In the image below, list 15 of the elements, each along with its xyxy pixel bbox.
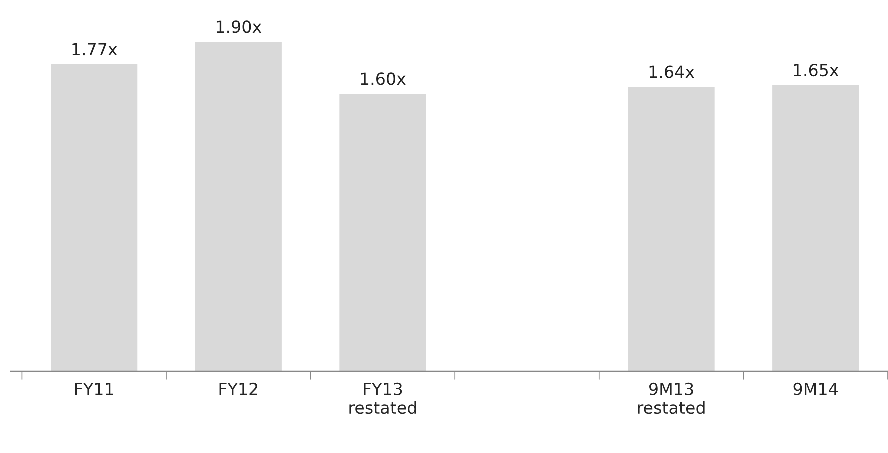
data-label: 1.60x [361, 72, 406, 86]
data-label: 1.90x [216, 20, 262, 34]
bar [340, 94, 426, 372]
x-tick-label: FY12 [220, 382, 258, 396]
x-tick-label: FY13 restated [350, 382, 416, 414]
bar [51, 64, 138, 372]
data-label: 1.77x [72, 43, 118, 56]
bar [772, 85, 860, 372]
bar [628, 87, 715, 372]
x-tick-label: 9M13 restated [638, 382, 705, 414]
bar [195, 42, 282, 372]
x-tick-label: 9M14 [794, 382, 838, 396]
data-label: 1.65x [794, 64, 839, 77]
x-tick-label: FY11 [76, 383, 114, 396]
data-label: 1.64x [650, 66, 694, 78]
